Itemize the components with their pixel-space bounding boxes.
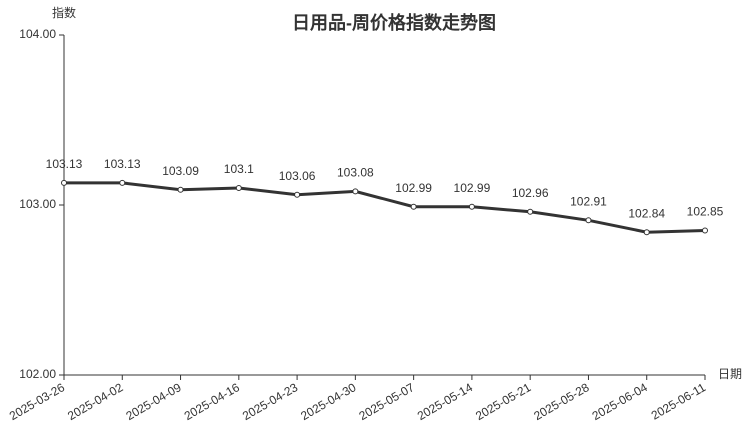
point [235, 185, 242, 191]
line [64, 181, 706, 234]
point [410, 203, 417, 210]
data-label: 102.99 [454, 181, 491, 195]
y-tick-label: 104.00 [19, 27, 56, 41]
x-tick-label: 2025-04-09 [123, 380, 183, 423]
x-tick-label: 2025-05-28 [531, 380, 591, 423]
point [177, 186, 184, 193]
data-label: 103.13 [46, 157, 83, 171]
x-tick-label: 2025-05-21 [473, 380, 533, 423]
x-tick-label: 2025-04-02 [65, 380, 125, 423]
point [119, 179, 126, 186]
point [294, 191, 301, 198]
chart-title: 日用品-周价格指数走势图 [292, 12, 496, 33]
y-tick-label: 102.00 [19, 367, 56, 381]
y-tick-label: 103.00 [19, 197, 56, 211]
y-axis-label: 指数 [52, 5, 76, 20]
data-label: 103.1 [224, 162, 254, 176]
point [643, 229, 650, 236]
x-tick-label: 2025-04-23 [240, 380, 300, 423]
x-tick-label: 2025-05-07 [357, 380, 417, 423]
point [468, 203, 475, 210]
data-label: 103.13 [104, 157, 141, 171]
point [61, 179, 67, 186]
data-label: 102.84 [628, 206, 665, 220]
data-label: 102.96 [512, 186, 549, 200]
x-tick-label: 2025-05-14 [415, 380, 475, 423]
point [585, 217, 592, 224]
x-tick-label: 2025-06-11 [649, 380, 709, 423]
data-label: 103.09 [162, 164, 199, 178]
x-axis-label: 日期 [718, 367, 742, 381]
x-tick-label: 2025-03-26 [7, 380, 67, 423]
data-label: 102.99 [395, 181, 432, 195]
data-label: 102.91 [570, 194, 607, 208]
data-label: 103.08 [337, 166, 374, 180]
x-tick-label: 2025-04-30 [298, 380, 358, 423]
x-tick-label: 2025-06-04 [590, 380, 650, 423]
data-label: 103.06 [279, 169, 316, 183]
data-label: 102.85 [687, 205, 724, 219]
point [702, 227, 708, 234]
point [527, 208, 534, 215]
point [352, 188, 359, 195]
x-tick-label: 2025-04-16 [182, 380, 242, 423]
